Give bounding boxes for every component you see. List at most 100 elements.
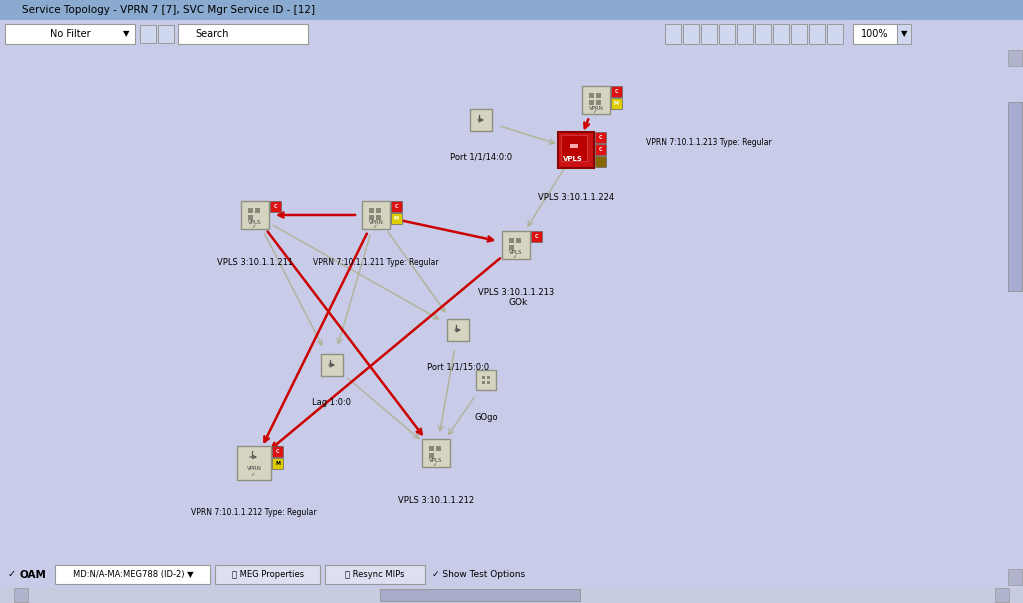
Text: VPLS: VPLS bbox=[563, 156, 583, 162]
Text: Lag 1:0:0: Lag 1:0:0 bbox=[312, 398, 352, 407]
Text: 100%: 100% bbox=[861, 29, 889, 39]
Text: VPRN 7:10.1.1.213 Type: Regular: VPRN 7:10.1.1.213 Type: Regular bbox=[646, 138, 771, 147]
Bar bbox=[5, 24, 135, 44]
Bar bbox=[369, 215, 374, 220]
Bar bbox=[255, 208, 260, 213]
Bar bbox=[429, 446, 434, 451]
Bar bbox=[487, 381, 490, 384]
Bar bbox=[582, 86, 610, 114]
Bar bbox=[470, 109, 492, 131]
Bar bbox=[237, 446, 271, 480]
Text: 🔄 Resync MIPs: 🔄 Resync MIPs bbox=[345, 570, 405, 579]
Text: M: M bbox=[394, 216, 399, 221]
Text: VPLS: VPLS bbox=[509, 250, 523, 256]
Text: ✓: ✓ bbox=[250, 473, 255, 478]
Bar bbox=[248, 215, 253, 220]
Text: ✓: ✓ bbox=[251, 224, 256, 230]
Text: ✓: ✓ bbox=[512, 254, 517, 259]
Bar bbox=[773, 24, 789, 44]
Bar bbox=[158, 25, 174, 43]
Text: Port 1/1/14:0:0: Port 1/1/14:0:0 bbox=[450, 153, 513, 162]
Text: OAM: OAM bbox=[20, 569, 47, 579]
Bar bbox=[482, 376, 485, 379]
Text: No Filter: No Filter bbox=[50, 29, 90, 39]
Bar bbox=[827, 24, 843, 44]
Text: VPRN: VPRN bbox=[368, 221, 384, 226]
Bar bbox=[215, 565, 320, 584]
Bar bbox=[1008, 102, 1022, 291]
Text: VPRN: VPRN bbox=[588, 106, 604, 110]
Bar bbox=[447, 319, 469, 341]
Bar bbox=[611, 98, 622, 109]
Text: C: C bbox=[598, 147, 603, 152]
Bar bbox=[376, 208, 381, 213]
Text: GOgo: GOgo bbox=[475, 413, 498, 422]
Bar bbox=[1008, 569, 1022, 585]
Bar bbox=[683, 24, 699, 44]
Bar bbox=[272, 446, 283, 457]
Bar bbox=[995, 588, 1009, 602]
Text: VPLS 3:10.1.1.213: VPLS 3:10.1.1.213 bbox=[478, 288, 554, 297]
Bar bbox=[380, 589, 580, 601]
Text: ✓ Show Test Options: ✓ Show Test Options bbox=[432, 570, 525, 579]
Text: ✓: ✓ bbox=[8, 569, 16, 579]
Text: C: C bbox=[276, 449, 279, 454]
Bar bbox=[570, 144, 574, 148]
Text: Search: Search bbox=[195, 29, 228, 39]
Bar bbox=[140, 25, 155, 43]
Bar bbox=[55, 565, 210, 584]
Bar bbox=[755, 24, 771, 44]
Bar bbox=[561, 135, 587, 161]
Text: M: M bbox=[275, 461, 280, 466]
Bar bbox=[589, 100, 594, 105]
Bar bbox=[391, 213, 402, 224]
Bar bbox=[595, 132, 606, 143]
Text: C: C bbox=[395, 204, 398, 209]
Bar bbox=[611, 86, 622, 97]
Bar bbox=[321, 354, 343, 376]
Bar bbox=[558, 132, 594, 168]
Bar bbox=[436, 446, 441, 451]
Bar bbox=[701, 24, 717, 44]
Bar bbox=[531, 231, 542, 242]
Bar bbox=[422, 439, 450, 467]
Bar bbox=[178, 24, 308, 44]
Text: VPRN: VPRN bbox=[247, 467, 262, 472]
Bar bbox=[502, 231, 530, 259]
Text: C: C bbox=[274, 204, 277, 209]
Text: VPLS 3:10.1.1.224: VPLS 3:10.1.1.224 bbox=[538, 193, 614, 202]
Bar bbox=[509, 245, 514, 250]
Bar bbox=[248, 208, 253, 213]
Text: ✓: ✓ bbox=[591, 110, 596, 115]
Bar bbox=[391, 201, 402, 212]
Bar bbox=[270, 201, 281, 212]
Bar bbox=[737, 24, 753, 44]
Bar bbox=[325, 565, 425, 584]
Bar bbox=[14, 588, 28, 602]
Text: VPLS 3:10.1.1.212: VPLS 3:10.1.1.212 bbox=[398, 496, 474, 505]
Text: MD:N/A-MA:MEG788 (ID-2) ▼: MD:N/A-MA:MEG788 (ID-2) ▼ bbox=[73, 570, 193, 579]
Bar bbox=[241, 201, 269, 229]
Bar bbox=[595, 144, 606, 155]
Text: VPRN 7:10.1.1.211 Type: Regular: VPRN 7:10.1.1.211 Type: Regular bbox=[313, 258, 439, 267]
Bar bbox=[897, 24, 911, 44]
Bar bbox=[809, 24, 825, 44]
Text: Service Topology - VPRN 7 [7], SVC Mgr Service ID - [12]: Service Topology - VPRN 7 [7], SVC Mgr S… bbox=[23, 5, 315, 15]
Bar bbox=[362, 201, 390, 229]
Text: ✓: ✓ bbox=[432, 463, 437, 467]
Bar bbox=[272, 458, 283, 469]
Bar bbox=[476, 370, 496, 390]
Text: C: C bbox=[598, 135, 603, 140]
Bar bbox=[665, 24, 681, 44]
Bar bbox=[516, 238, 521, 243]
Text: ✓: ✓ bbox=[371, 224, 376, 230]
Text: C: C bbox=[615, 89, 618, 94]
Text: VPLS 3:10.1.1.211: VPLS 3:10.1.1.211 bbox=[217, 258, 293, 267]
Bar bbox=[791, 24, 807, 44]
Text: ▼: ▼ bbox=[900, 30, 907, 39]
Bar bbox=[574, 144, 578, 148]
Bar bbox=[596, 93, 601, 98]
Text: VPLS: VPLS bbox=[249, 221, 262, 226]
Bar bbox=[719, 24, 735, 44]
Text: VPRN 7:10.1.1.212 Type: Regular: VPRN 7:10.1.1.212 Type: Regular bbox=[191, 508, 317, 517]
